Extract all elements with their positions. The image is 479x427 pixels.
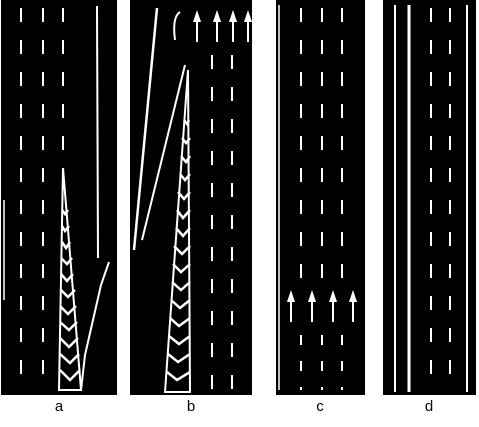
arrow-markings [287,290,357,322]
panel-label-c: c [316,398,324,415]
left-edge-line-2 [141,64,186,241]
merge-gore-outline [57,167,83,391]
road-image-panel-d [383,0,476,395]
merge-lane-line [80,261,110,391]
chevron-markings [166,119,192,382]
lane-divider-lower [300,335,343,390]
left-edge-line [132,7,159,251]
road-image-panel-a [1,0,117,395]
road-image-panel-c [276,0,365,395]
chevron-markings [59,209,81,382]
panel-label-a: a [54,398,64,415]
panel-label-d: d [424,398,434,415]
panel-label-b: b [186,398,196,415]
road-edge-line [96,5,99,259]
road-image-panel-b [130,0,252,395]
arrow-markings [173,10,252,42]
